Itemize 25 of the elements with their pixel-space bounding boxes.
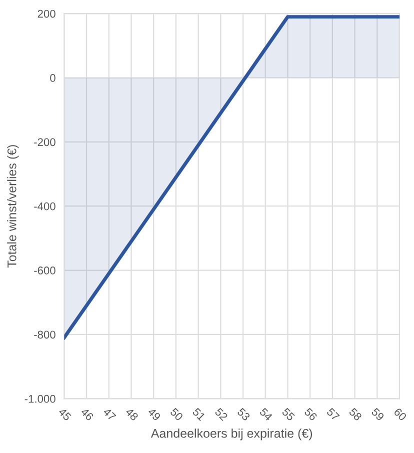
y-tick-label: 200 (38, 10, 56, 18)
x-tick-label: 55 (282, 408, 296, 422)
y-tick-label: -600 (34, 266, 56, 274)
y-tick-label: -200 (34, 138, 56, 146)
x-tick-label: 45 (58, 407, 72, 422)
y-tick-label: 0 (50, 74, 56, 82)
x-tick-label: 58 (348, 407, 362, 422)
x-tick-label: 52 (214, 407, 228, 422)
y-tick-label: -800 (34, 330, 56, 339)
y-tick-label: -400 (34, 202, 56, 210)
x-tick-label: 56 (304, 407, 318, 422)
x-tick-label: 57 (326, 408, 340, 422)
x-tick-label: 60 (393, 408, 408, 422)
x-tick-label: 50 (170, 407, 184, 422)
x-tick-label: 47 (102, 407, 116, 422)
x-tick-label: 46 (80, 407, 94, 422)
x-tick-label: 59 (370, 407, 385, 422)
x-tick-label: 51 (192, 408, 206, 422)
x-tick-label: 48 (124, 407, 139, 422)
x-tick-label: 49 (147, 407, 162, 422)
x-tick-label: 53 (236, 407, 250, 422)
x-axis-title: Aandeelkoers bij expiratie (€) (150, 428, 312, 440)
y-tick-label: -1.000 (24, 394, 56, 403)
y-axis-title: Totale winst/verlies (€) (7, 145, 19, 268)
x-tick-label: 54 (259, 408, 273, 422)
